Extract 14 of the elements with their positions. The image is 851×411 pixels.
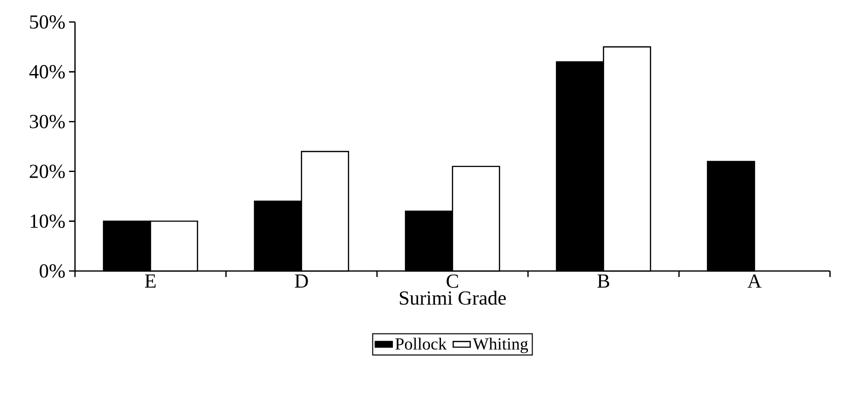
y-tick-label: 40% <box>29 65 65 79</box>
x-axis-title: Surimi Grade <box>400 290 506 305</box>
y-tick-label: 20% <box>30 164 65 178</box>
y-tick-label: 0% <box>40 264 65 278</box>
x-tick-label: E <box>144 274 156 288</box>
y-tick-label: 10% <box>30 214 65 228</box>
x-tick-label: B <box>597 274 610 288</box>
x-tick-label: C <box>446 274 458 288</box>
x-tick-label: D <box>294 274 308 288</box>
y-tick-label: 30% <box>30 114 65 128</box>
y-tick-label: 50% <box>30 15 65 29</box>
x-tick-label: A <box>748 274 762 288</box>
legend-label: Pollock <box>395 338 447 350</box>
legend-label: Whiting <box>472 338 528 354</box>
